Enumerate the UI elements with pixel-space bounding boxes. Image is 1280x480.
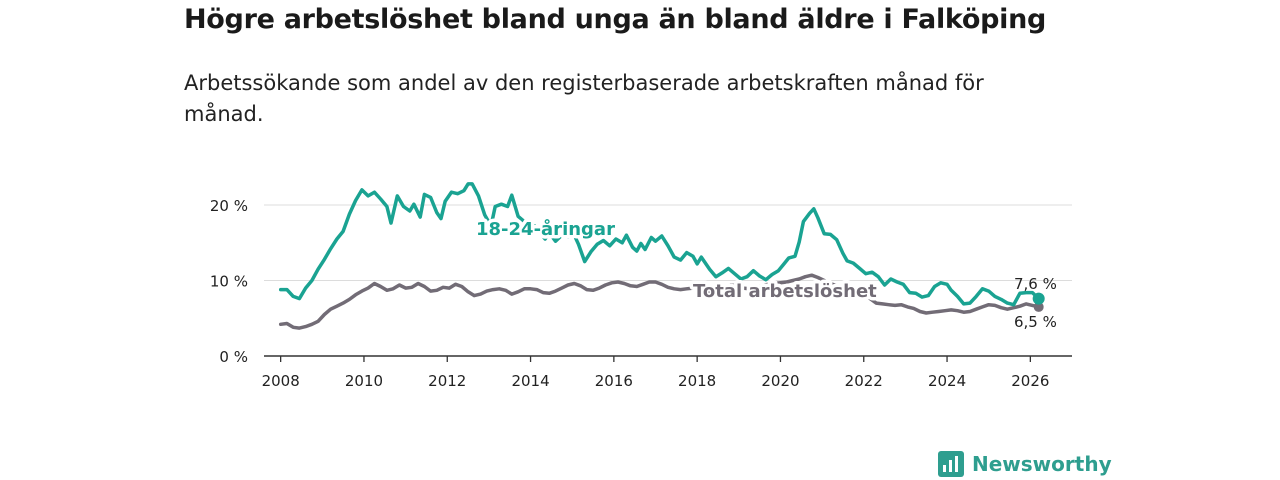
bar-chart-icon xyxy=(938,451,964,477)
chart-subtitle: Arbetssökande som andel av den registerb… xyxy=(184,71,984,126)
series-label-youth-halo: 18-24-åringar xyxy=(476,218,615,240)
end-value-total: 6,5 % xyxy=(1014,313,1057,331)
series-line-total xyxy=(278,273,1041,330)
gridlines xyxy=(264,204,1072,357)
series-label-youth: 18-24-åringar xyxy=(476,218,615,240)
x-tick-label: 2020 xyxy=(761,372,799,390)
x-tick-label: 2012 xyxy=(428,372,466,390)
brand-name: Newsworthy xyxy=(972,452,1112,476)
y-tick-label: 10 % xyxy=(210,273,248,291)
chart-title: Högre arbetslöshet bland unga än bland ä… xyxy=(184,4,1047,35)
series-label-total-halo: Total arbetslöshet xyxy=(693,281,877,302)
newsworthy-logo: Newsworthy xyxy=(938,449,1112,479)
x-tick-label: 2026 xyxy=(1011,372,1049,390)
end-point-youth xyxy=(1032,292,1045,305)
x-tick-label: 2018 xyxy=(678,372,716,390)
y-tick-label: 20 % xyxy=(210,197,248,215)
x-tick-label: 2022 xyxy=(845,372,883,390)
end-point-total xyxy=(1033,301,1044,312)
x-tick-label: 2010 xyxy=(345,372,383,390)
x-axis-ticks: 2008 2010 2012 2014 2016 2018 2020 2022 2024 2026 xyxy=(262,356,1049,390)
x-tick-label: 2014 xyxy=(511,372,549,390)
x-tick-label: 2008 xyxy=(262,372,300,390)
x-tick-label: 2024 xyxy=(928,372,966,390)
end-value-youth: 7,6 % xyxy=(1014,275,1057,293)
y-tick-label: 0 % xyxy=(219,348,248,366)
series-line-youth xyxy=(278,182,1041,307)
x-tick-label: 2016 xyxy=(595,372,633,390)
series-lines xyxy=(278,182,1045,330)
series-label-total: Total arbetslöshet xyxy=(693,281,877,302)
y-axis-ticks: 0 % 10 % 20 % xyxy=(210,197,248,366)
